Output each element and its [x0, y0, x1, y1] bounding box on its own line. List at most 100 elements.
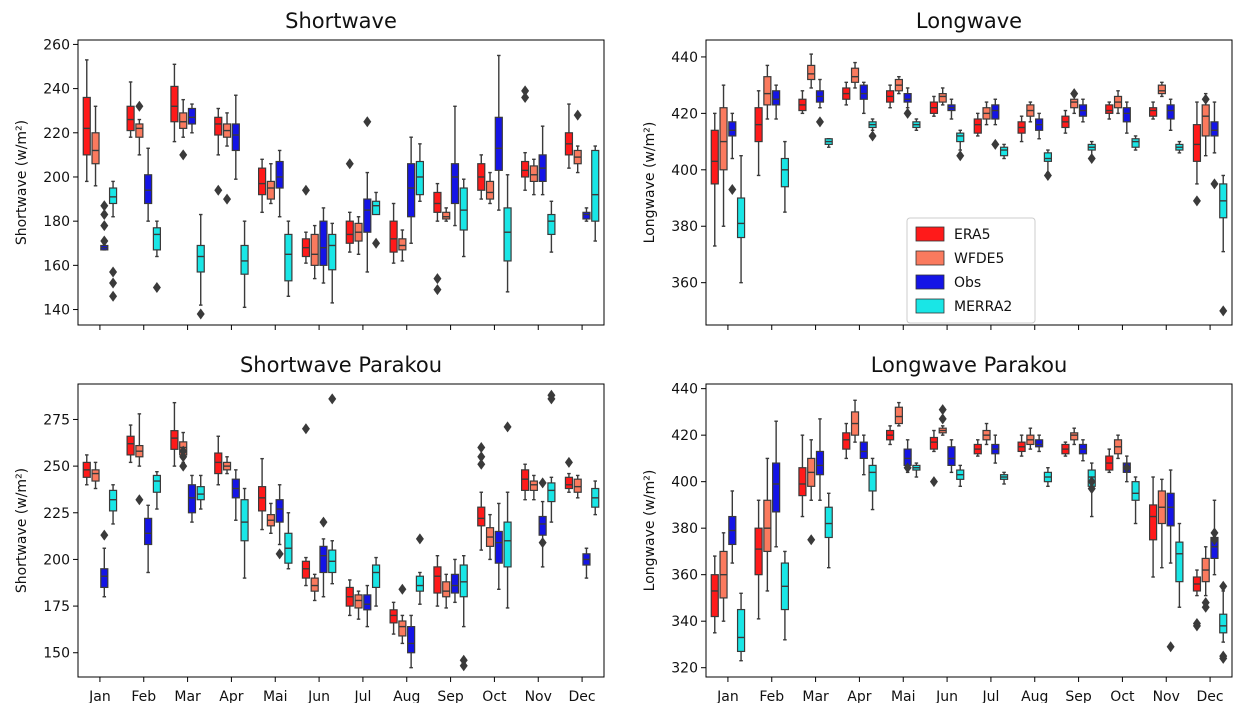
box-era5-nov — [520, 85, 530, 191]
y-tick-label: 360 — [671, 276, 698, 292]
outlier-point — [1070, 88, 1079, 100]
outlier-point — [109, 290, 118, 302]
box-era5-jan — [710, 112, 719, 247]
box-obs-feb — [772, 84, 781, 120]
box-wfde5-dec — [1201, 92, 1210, 157]
outlier-point — [135, 494, 144, 506]
iqr-box — [363, 198, 372, 233]
y-tick-label: 440 — [671, 382, 698, 398]
iqr-box — [398, 620, 407, 637]
iqr-box — [1035, 439, 1044, 448]
iqr-box — [798, 467, 807, 497]
outlier-point — [564, 456, 573, 468]
outlier-point — [938, 404, 947, 416]
iqr-box — [170, 430, 179, 450]
box-wfde5-mar — [179, 98, 188, 161]
box-obs-jan — [100, 529, 109, 598]
box-merra2-apr — [240, 487, 249, 579]
outlier-point — [807, 534, 816, 546]
box-wfde5-nov — [529, 474, 538, 501]
iqr-box — [763, 76, 772, 106]
iqr-box — [503, 521, 512, 568]
outlier-point — [179, 445, 188, 457]
box-obs-dec — [582, 547, 591, 579]
iqr-box — [529, 480, 538, 491]
box-merra2-oct — [503, 174, 512, 293]
box-obs-sep — [450, 105, 460, 227]
box-obs-jul — [991, 434, 1000, 464]
outlier-point — [433, 284, 442, 296]
iqr-box — [310, 233, 319, 266]
iqr-box — [710, 574, 719, 618]
box-wfde5-apr — [222, 456, 232, 475]
iqr-box — [710, 129, 719, 185]
box-wfde5-mai — [266, 502, 275, 534]
iqr-box — [1210, 121, 1219, 137]
box-merra2-oct — [1131, 476, 1140, 525]
iqr-box — [319, 545, 328, 574]
box-era5-sep — [1061, 441, 1070, 457]
box-era5-mai — [257, 457, 267, 531]
outlier-point — [1210, 534, 1219, 546]
box-merra2-jun — [328, 222, 337, 304]
box-obs-nov — [538, 125, 547, 196]
y-tick-label: 180 — [43, 214, 70, 230]
box-era5-mar — [170, 401, 179, 467]
box-era5-aug — [1017, 115, 1026, 143]
iqr-box — [503, 207, 512, 262]
box-era5-dec — [564, 456, 574, 493]
box-merra2-jan — [108, 180, 118, 302]
iqr-box — [991, 104, 1000, 120]
iqr-box — [1131, 138, 1140, 148]
outlier-point — [477, 441, 486, 453]
outlier-point — [459, 660, 468, 672]
outlier-point — [521, 91, 530, 103]
box-era5-feb — [754, 499, 763, 620]
box-merra2-aug — [1043, 149, 1053, 181]
panel-longwave-parakou: Longwave Parakou Longwave (w/m²) 320 340 360… — [642, 353, 1233, 703]
box-wfde5-nov — [1157, 478, 1166, 569]
iqr-box — [938, 93, 947, 103]
box-obs-aug — [407, 614, 416, 669]
iqr-box — [547, 213, 556, 236]
box-obs-mar — [187, 474, 197, 523]
outlier-point — [100, 200, 109, 212]
outlier-point — [573, 109, 582, 121]
box-wfde5-aug — [1026, 101, 1035, 123]
y-tick-label: 380 — [671, 219, 698, 235]
legend-box — [906, 217, 1036, 324]
box-wfde5-mar — [807, 53, 816, 89]
outlier-point — [477, 451, 486, 463]
box-obs-sep — [1078, 439, 1088, 462]
box-wfde5-jun — [938, 87, 947, 106]
x-tick-label: Mai — [263, 689, 288, 703]
iqr-box — [389, 220, 398, 253]
box-obs-jan — [100, 200, 109, 251]
box-obs-apr — [231, 469, 240, 521]
box-era5-apr — [842, 81, 851, 106]
iqr-box — [450, 163, 460, 205]
x-tick-label: Nov — [525, 689, 552, 703]
outlier-point — [1201, 93, 1210, 105]
box-merra2-aug — [1043, 467, 1053, 488]
box-merra2-feb — [152, 220, 162, 293]
box-merra2-mai — [284, 220, 293, 297]
box-merra2-jan — [108, 484, 118, 525]
box-wfde5-mar — [179, 431, 188, 472]
iqr-box — [929, 436, 939, 450]
box-merra2-aug — [415, 143, 425, 202]
box-merra2-oct — [1131, 135, 1140, 151]
box-wfde5-feb — [135, 100, 144, 156]
iqr-box — [179, 112, 188, 129]
plot-frame — [77, 383, 605, 678]
iqr-box — [328, 233, 337, 271]
box-merra2-jan — [736, 592, 746, 662]
outlier-point — [503, 421, 512, 433]
box-wfde5-jun — [310, 573, 319, 602]
iqr-box — [520, 469, 530, 491]
box-era5-feb — [126, 424, 135, 464]
box-merra2-sep — [459, 554, 468, 672]
iqr-box — [1157, 84, 1166, 95]
outlier-point — [109, 277, 118, 289]
iqr-box — [485, 180, 495, 200]
